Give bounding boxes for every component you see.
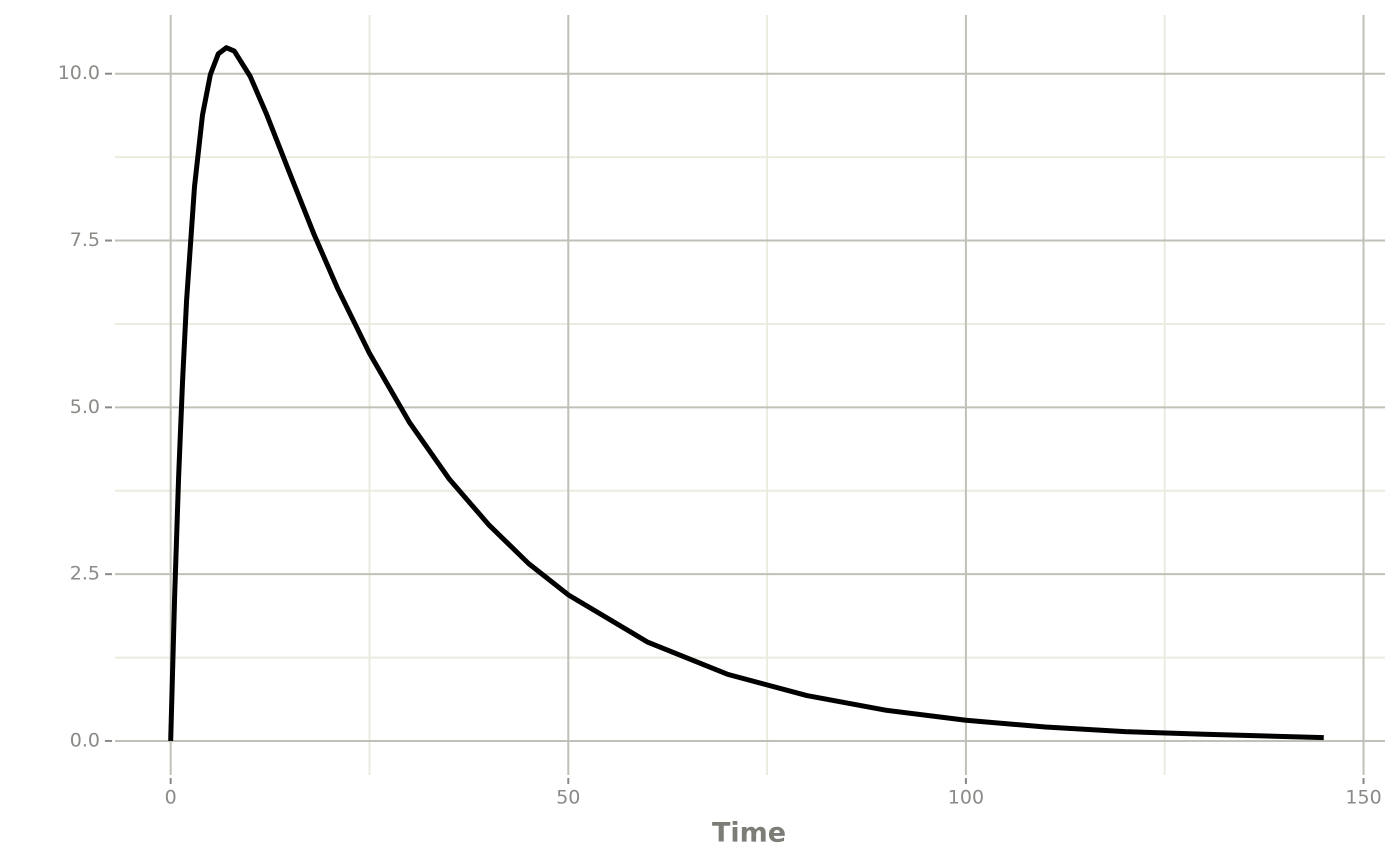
line-series [168, 45, 1324, 742]
x-tick-label: 0 [165, 787, 177, 809]
y-tick-label: 5.0 [70, 396, 100, 418]
y-tick-label: 10.0 [58, 62, 100, 84]
y-tick-label: 0.0 [70, 729, 100, 751]
y-tick-label: 2.5 [70, 563, 100, 585]
x-tick-label: 100 [948, 787, 984, 809]
x-axis-title: Time [712, 818, 786, 849]
x-tick-label: 150 [1345, 787, 1381, 809]
x-tick-label: 50 [556, 787, 580, 809]
y-tick-label: 7.5 [70, 229, 100, 251]
